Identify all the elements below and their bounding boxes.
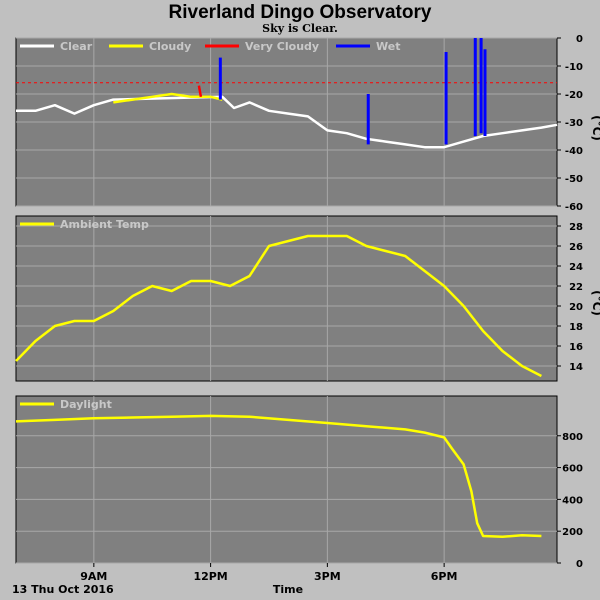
x-axis-label: Time <box>273 583 303 596</box>
y-tick-label: 18 <box>569 322 583 333</box>
y-tick-label: -50 <box>565 174 583 185</box>
series-line-very-cloudy <box>197 85 203 98</box>
legend-label: Daylight <box>60 398 112 411</box>
y-tick-label: 26 <box>569 242 583 253</box>
y-tick-label: 14 <box>569 362 583 373</box>
y-tick-label: 600 <box>562 464 583 475</box>
series-line-ambient-temp <box>15 234 542 378</box>
y-tick-label: 200 <box>562 527 583 538</box>
plot-area <box>15 395 558 564</box>
y-tick-label: 800 <box>562 432 583 443</box>
date-label: 13 Thu Oct 2016 <box>12 583 114 596</box>
y-tick-label: -20 <box>565 90 583 101</box>
x-tick-label: 9AM <box>80 570 107 583</box>
y-tick-label: -30 <box>565 118 583 129</box>
y-tick-label: -40 <box>565 146 583 157</box>
page-title: Riverland Dingo Observatory <box>169 2 432 23</box>
y-tick-label: 16 <box>569 342 583 353</box>
y-tick-label: -60 <box>565 202 583 213</box>
y-tick-label: -10 <box>565 62 583 73</box>
series-line-clear <box>16 95 558 149</box>
plot-area <box>15 215 558 382</box>
legend-label: Ambient Temp <box>60 218 149 231</box>
legend-label: Clear <box>60 40 93 53</box>
panel1-unit-label: (°C) <box>590 115 600 141</box>
panel2-unit-label: (°C) <box>590 290 600 316</box>
panel-1: 0 -10 -20 -30 -40 -50 -60 Clear Cloudy Very Cloud… <box>15 34 583 213</box>
y-tick-label: 0 <box>576 559 583 570</box>
x-tick-label: 3PM <box>314 570 341 583</box>
legend-label: Very Cloudy <box>245 40 319 53</box>
panel-2: 14 16 18 20 22 24 26 28 Ambient Temp <box>15 215 583 382</box>
y-tick-label: 0 <box>576 34 583 45</box>
legend-label: Wet <box>376 40 400 53</box>
y-tick-label: 22 <box>569 282 583 293</box>
y-tick-label: 400 <box>562 495 583 506</box>
page-subtitle: Sky is Clear. <box>262 22 338 35</box>
x-tick-label: 6PM <box>431 570 458 583</box>
series-line-daylight <box>15 414 542 539</box>
legend-label: Cloudy <box>149 40 191 53</box>
y-tick-label: 24 <box>569 262 583 273</box>
y-tick-label: 28 <box>569 222 583 233</box>
y-tick-label: 20 <box>569 302 583 313</box>
x-tick-label: 12PM <box>193 570 227 583</box>
panel-3: 0 200 400 600 800 Daylight <box>15 395 583 570</box>
series-line-cloudy <box>113 92 223 104</box>
